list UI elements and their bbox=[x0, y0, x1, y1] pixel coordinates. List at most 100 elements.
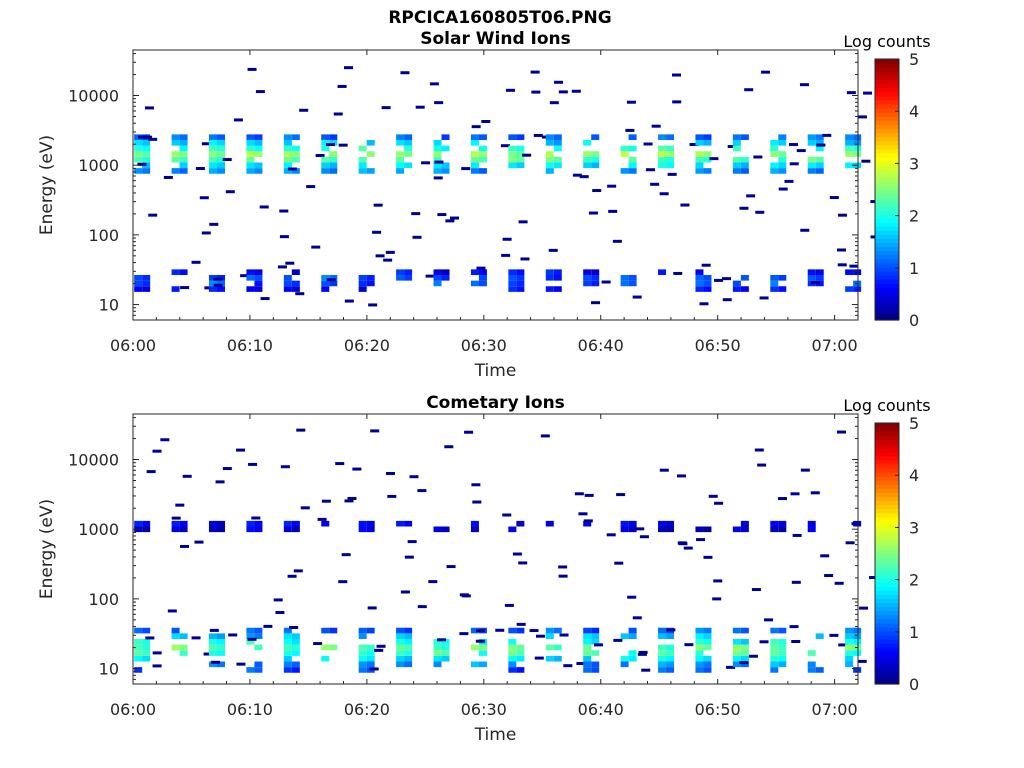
heatmap-cell bbox=[134, 639, 143, 645]
heatmap-cell bbox=[553, 145, 562, 152]
heatmap-cell bbox=[134, 627, 143, 634]
heatmap-cell bbox=[778, 650, 787, 656]
heatmap-cell bbox=[366, 280, 375, 287]
heatmap-cell bbox=[703, 134, 712, 140]
heatmap-cell bbox=[209, 145, 218, 152]
heatmap-cell bbox=[505, 88, 515, 92]
heatmap-cell bbox=[558, 90, 568, 94]
heatmap-cell bbox=[807, 168, 816, 174]
heatmap-cell bbox=[444, 445, 454, 449]
heatmap-cell bbox=[441, 526, 450, 533]
heatmap-cell bbox=[134, 650, 143, 656]
heatmap-cell bbox=[620, 168, 629, 174]
colorbar-segment bbox=[875, 156, 899, 162]
heatmap-cell bbox=[591, 627, 600, 634]
heatmap-cell bbox=[179, 650, 188, 656]
heatmap-cell bbox=[375, 254, 385, 258]
x-tick-label: 06:20 bbox=[344, 700, 390, 719]
heatmap-cell bbox=[321, 140, 330, 146]
heatmap-cell bbox=[553, 644, 562, 651]
heatmap-cell bbox=[658, 151, 667, 157]
heatmap-cell bbox=[516, 667, 525, 673]
heatmap-cell bbox=[703, 633, 712, 639]
heatmap-cell bbox=[247, 67, 257, 71]
colorbar-segment bbox=[875, 246, 899, 252]
heatmap-cell bbox=[254, 145, 263, 152]
heatmap-cell bbox=[583, 140, 592, 146]
heatmap-cell bbox=[778, 639, 787, 645]
heatmap-cell bbox=[614, 561, 624, 565]
heatmap-cell bbox=[247, 637, 257, 641]
heatmap-cell bbox=[778, 156, 787, 163]
heatmap-cell bbox=[857, 115, 867, 119]
heatmap-cell bbox=[714, 501, 724, 505]
heatmap-cell bbox=[508, 145, 517, 152]
heatmap-cell bbox=[815, 162, 824, 169]
heatmap-cell bbox=[152, 651, 162, 655]
heatmap-cell bbox=[369, 667, 379, 671]
heatmap-cell bbox=[246, 633, 255, 639]
heatmap-cell bbox=[658, 627, 667, 634]
heatmap-cell bbox=[516, 134, 525, 140]
heatmap-cell bbox=[366, 526, 375, 533]
heatmap-cell bbox=[367, 606, 377, 610]
heatmap-cell bbox=[853, 286, 862, 292]
heatmap-cell bbox=[559, 633, 569, 637]
heatmap-cell bbox=[853, 639, 862, 645]
heatmap-cell bbox=[695, 269, 704, 275]
heatmap-cell bbox=[441, 650, 450, 656]
heatmap-cell bbox=[171, 156, 180, 163]
heatmap-cell bbox=[508, 644, 517, 651]
heatmap-cell bbox=[807, 661, 816, 668]
heatmap-cell bbox=[475, 629, 485, 633]
heatmap-cell bbox=[853, 650, 862, 656]
heatmap-cell bbox=[254, 520, 263, 527]
heatmap-cell bbox=[287, 167, 297, 171]
heatmap-cell bbox=[608, 209, 618, 213]
colorbar-segment bbox=[875, 480, 899, 485]
heatmap-cell bbox=[138, 135, 148, 139]
heatmap-cell bbox=[553, 286, 562, 292]
colorbar-frame bbox=[874, 422, 900, 685]
colorbar-segment bbox=[875, 209, 899, 215]
colorbar-segment bbox=[875, 165, 899, 170]
heatmap-cell bbox=[142, 650, 151, 656]
heatmap-cell bbox=[306, 185, 316, 189]
heatmap-cell bbox=[770, 168, 779, 174]
colorbar-segment bbox=[875, 144, 899, 150]
heatmap-cell bbox=[246, 145, 255, 152]
heatmap-cell bbox=[658, 526, 667, 533]
heatmap-cell bbox=[751, 588, 761, 592]
colorbar-segment bbox=[875, 218, 899, 223]
heatmap-cell bbox=[583, 633, 592, 639]
heatmap-cell bbox=[321, 168, 330, 174]
axes-frame bbox=[132, 413, 859, 685]
heatmap-cell bbox=[740, 520, 749, 527]
heatmap-cell bbox=[579, 175, 589, 179]
colorbar-segment bbox=[875, 136, 899, 142]
heatmap-cell bbox=[553, 275, 562, 281]
heatmap-cell bbox=[508, 526, 517, 533]
heatmap-cell bbox=[732, 156, 741, 163]
heatmap-cell bbox=[321, 280, 330, 287]
colorbar-tick-label: 4 bbox=[909, 466, 919, 485]
heatmap-cell bbox=[778, 644, 787, 651]
heatmap-cell bbox=[385, 471, 395, 475]
heatmap-cell bbox=[516, 156, 525, 163]
heatmap-cell bbox=[236, 662, 246, 666]
heatmap-cell bbox=[433, 151, 442, 157]
heatmap-cell bbox=[404, 555, 414, 559]
heatmap-cell bbox=[810, 281, 820, 285]
heatmap-cell bbox=[291, 156, 300, 163]
colorbar-segment bbox=[875, 635, 899, 640]
heatmap-cell bbox=[358, 655, 367, 662]
heatmap-cell bbox=[620, 655, 629, 662]
heatmap-cell bbox=[558, 574, 568, 578]
heatmap-cell bbox=[516, 644, 525, 651]
heatmap-cell bbox=[627, 595, 637, 599]
heatmap-cell bbox=[650, 182, 660, 186]
colorbar-segment bbox=[875, 455, 899, 461]
heatmap-cell bbox=[591, 661, 600, 668]
heatmap-cell bbox=[171, 151, 180, 157]
heatmap-cell bbox=[516, 145, 525, 152]
